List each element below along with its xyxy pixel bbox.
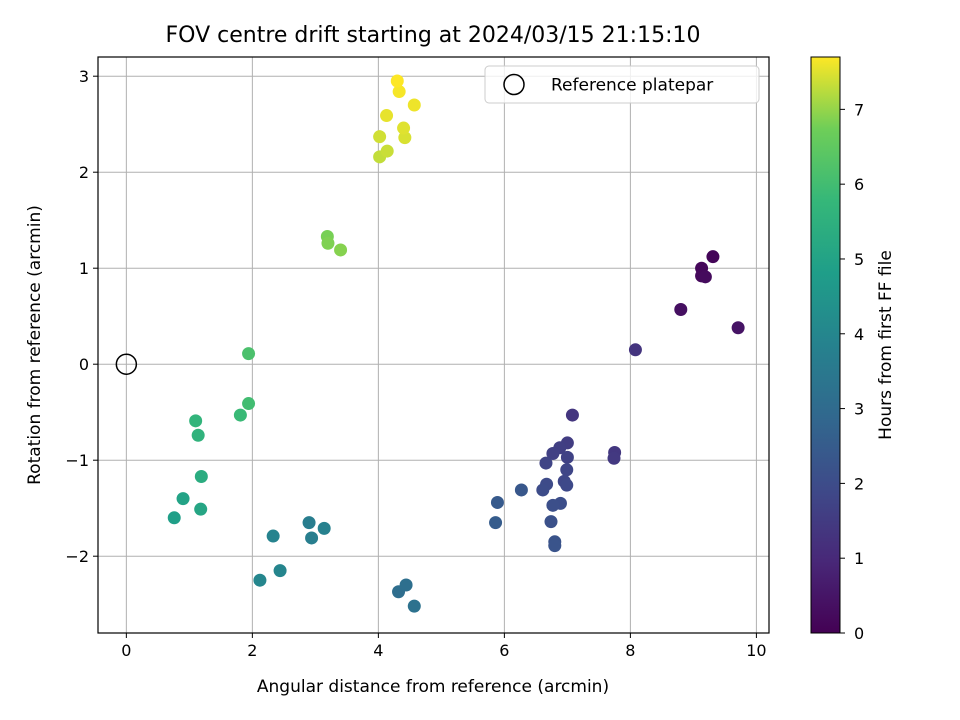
data-point bbox=[176, 492, 190, 506]
x-tick-label: 6 bbox=[499, 641, 509, 660]
data-point bbox=[544, 515, 558, 529]
data-point bbox=[167, 511, 181, 525]
data-point bbox=[242, 347, 256, 361]
data-point bbox=[565, 408, 579, 422]
data-point bbox=[191, 428, 205, 442]
data-point bbox=[536, 483, 550, 497]
colorbar-tick-label: 3 bbox=[854, 400, 864, 419]
data-point bbox=[560, 450, 574, 464]
data-point bbox=[390, 74, 404, 88]
data-point bbox=[546, 498, 560, 512]
x-tick-label: 10 bbox=[746, 641, 766, 660]
x-axis-label: Angular distance from reference (arcmin) bbox=[257, 677, 609, 697]
data-point bbox=[407, 98, 421, 112]
data-point bbox=[321, 236, 335, 250]
x-tick-label: 4 bbox=[373, 641, 383, 660]
colorbar-tick-label: 7 bbox=[854, 100, 864, 119]
data-point bbox=[194, 470, 208, 484]
data-point bbox=[398, 131, 412, 145]
y-axis-label: Rotation from reference (arcmin) bbox=[25, 205, 45, 485]
data-point bbox=[698, 270, 712, 284]
data-point bbox=[380, 109, 394, 123]
data-point bbox=[539, 456, 553, 470]
y-axis-ticks: −2 −1 0 1 2 3 bbox=[65, 67, 98, 566]
reference-layer bbox=[115, 353, 138, 375]
data-point bbox=[334, 243, 348, 257]
data-points bbox=[167, 74, 745, 613]
plot-frame bbox=[97, 56, 770, 634]
data-point bbox=[514, 483, 528, 497]
colorbar-tick-label: 6 bbox=[854, 175, 864, 194]
x-tick-label: 2 bbox=[247, 641, 257, 660]
data-point bbox=[397, 121, 411, 135]
data-point bbox=[392, 85, 406, 99]
x-axis-ticks: 0 2 4 6 8 10 bbox=[121, 633, 767, 660]
colorbar-ticks: 0 1 2 3 4 5 6 7 bbox=[840, 100, 864, 643]
colorbar-tick-label: 4 bbox=[854, 325, 864, 344]
y-tick-label: 1 bbox=[79, 259, 89, 278]
data-point bbox=[253, 573, 267, 587]
data-point bbox=[407, 599, 421, 613]
colorbar-gradient bbox=[810, 56, 841, 634]
data-point bbox=[302, 516, 316, 530]
data-point bbox=[674, 302, 688, 316]
x-tick-label: 0 bbox=[121, 641, 131, 660]
x-tick-label: 8 bbox=[625, 641, 635, 660]
y-tick-label: 3 bbox=[79, 67, 89, 86]
data-point bbox=[305, 531, 319, 545]
data-point bbox=[489, 516, 503, 530]
y-tick-label: 2 bbox=[79, 163, 89, 182]
y-tick-label: −2 bbox=[65, 547, 89, 566]
data-point bbox=[560, 478, 574, 492]
grid-lines bbox=[98, 57, 769, 633]
data-point bbox=[546, 446, 560, 460]
data-point bbox=[380, 144, 394, 158]
legend-box bbox=[484, 65, 760, 104]
data-point bbox=[607, 451, 621, 465]
chart-title: FOV centre drift starting at 2024/03/15 … bbox=[166, 23, 701, 48]
data-point bbox=[266, 529, 280, 543]
data-point bbox=[399, 578, 413, 592]
data-point bbox=[373, 130, 387, 144]
data-point bbox=[706, 250, 720, 264]
legend-marker-reference bbox=[503, 73, 525, 96]
data-point bbox=[548, 539, 562, 553]
y-tick-label: −1 bbox=[65, 451, 89, 470]
data-point bbox=[490, 495, 504, 509]
data-point bbox=[189, 414, 203, 428]
data-point bbox=[273, 564, 287, 578]
data-point bbox=[628, 343, 642, 357]
colorbar-tick-label: 0 bbox=[854, 624, 864, 643]
y-tick-label: 0 bbox=[79, 355, 89, 374]
colorbar: 0 1 2 3 4 5 6 7 Hours from first FF file bbox=[810, 56, 896, 643]
legend: Reference platepar bbox=[484, 65, 760, 104]
colorbar-tick-label: 2 bbox=[854, 474, 864, 493]
data-point bbox=[731, 321, 745, 335]
data-point bbox=[317, 521, 331, 535]
reference-platepar-marker bbox=[115, 353, 138, 375]
data-point bbox=[560, 463, 574, 477]
data-point bbox=[242, 397, 256, 411]
colorbar-tick-label: 1 bbox=[854, 549, 864, 568]
colorbar-tick-label: 5 bbox=[854, 250, 864, 269]
colorbar-label: Hours from first FF file bbox=[876, 250, 896, 440]
data-point bbox=[233, 408, 247, 422]
data-point bbox=[194, 502, 208, 516]
legend-entry-reference: Reference platepar bbox=[551, 76, 713, 96]
